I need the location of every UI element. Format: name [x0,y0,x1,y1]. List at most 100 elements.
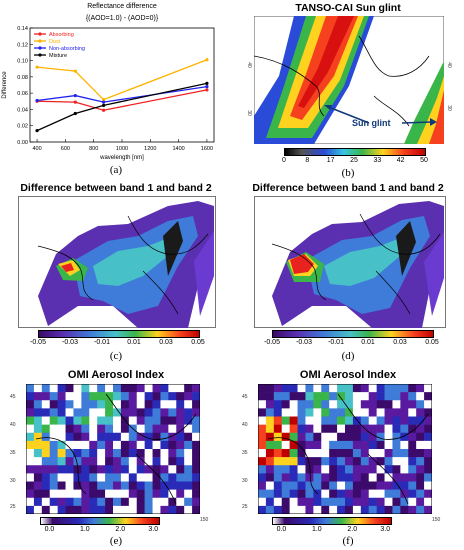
grid-cell [424,473,432,482]
grid-cell [313,424,322,434]
grid-cell [281,497,290,507]
grid-cell [408,489,417,499]
grid-cell [360,440,370,450]
grid-cell [144,481,153,490]
grid-cell [176,392,185,401]
grid-cell [424,400,432,409]
grid-cell [97,424,106,434]
grid-cell [168,497,177,507]
panel-b-colorbar-labels: 0 8 17 25 33 42 50 [282,157,428,167]
grid-cell [345,489,354,499]
grid-cell [368,449,377,458]
grid-cell [49,489,58,499]
grid-cell [26,473,35,482]
grid-cell [136,497,145,507]
grid-cell [168,481,177,490]
grid-cell [416,473,425,482]
grid-cell [384,481,393,490]
grid-cell [89,440,98,450]
grid-cell [305,457,314,466]
grid-cell [97,408,106,417]
grid-cell [144,440,153,450]
grid-cell [81,457,90,466]
lat-right-30: 30 [445,105,452,111]
grid-cell [168,449,177,458]
grid-cell [26,505,35,514]
grid-cell [41,457,51,466]
grid-cell [128,400,138,409]
grid-cell [400,473,409,482]
grid-cell [152,481,161,490]
grid-cell [416,489,425,499]
grid-cell [352,392,362,401]
lat-tick: 35 [242,450,248,456]
grid-cell [384,424,393,434]
grid-cell [258,489,267,499]
grid-cell [416,384,425,393]
data-point [205,58,209,62]
grid-cell [73,489,82,499]
grid-cell [352,416,362,425]
grid-cell [128,392,138,401]
grid-cell [26,457,35,466]
grid-cell [113,392,122,401]
grid-cell [289,457,298,466]
x-tick-label: 1600 [201,146,213,152]
grid-cell [289,440,298,450]
grid-cell [321,440,330,450]
grid-cell [321,424,330,434]
cbar-d-tick: 0.03 [393,339,407,346]
grid-cell [368,497,377,507]
x-axis-label: wavelength [nm] [99,155,144,161]
grid-cell [368,457,377,466]
grid-cell [184,432,193,442]
grid-cell [273,424,283,434]
lat-tick: 30 [10,478,16,484]
grid-cell [273,392,283,401]
grid-cell [33,489,43,499]
grid-cell [424,432,432,442]
grid-cell [65,424,74,434]
grid-cell [65,465,74,474]
grid-cell [120,424,130,434]
grid-cell [49,457,58,466]
panel-c-title: Difference between band 1 and band 2 [20,182,212,194]
grid-cell [265,457,275,466]
grid-cell [384,465,393,474]
grid-cell [297,473,306,482]
panel-e-cbar-max: 150 [200,517,209,523]
grid-cell [297,497,306,507]
grid-cell [33,440,43,450]
grid-cell [289,489,298,499]
x-tick-label: 1200 [144,146,156,152]
data-point [35,98,39,103]
grid-cell [41,505,51,514]
grid-cell [408,424,417,434]
lat-tick: 45 [10,394,16,400]
grid-cell [65,432,74,442]
grid-cell [265,432,275,442]
grid-cell [337,424,346,434]
grid-cell [265,465,275,474]
grid-cell [160,392,169,401]
y-tick-label: 0.04 [17,107,28,113]
grid-cell [289,432,298,442]
grid-cell [128,497,138,507]
grid-cell [313,400,322,409]
grid-cell [184,408,193,417]
grid-cell [329,408,338,417]
panel-f-colorbar-labels: 0.0 1.0 2.0 3.0 [272,526,391,536]
grid-cell [81,424,90,434]
grid-cell [136,473,145,482]
cbar-b-tick: 25 [350,157,358,164]
grid-cell [337,505,346,514]
grid-cell [81,465,90,474]
grid-cell [329,440,338,450]
grid-cell [313,465,322,474]
grid-cell [281,424,290,434]
grid-cell [273,505,283,514]
grid-cell [337,432,346,442]
lat-left-40: 40 [245,62,252,68]
grid-cell [265,497,275,507]
grid-cell [352,384,362,393]
